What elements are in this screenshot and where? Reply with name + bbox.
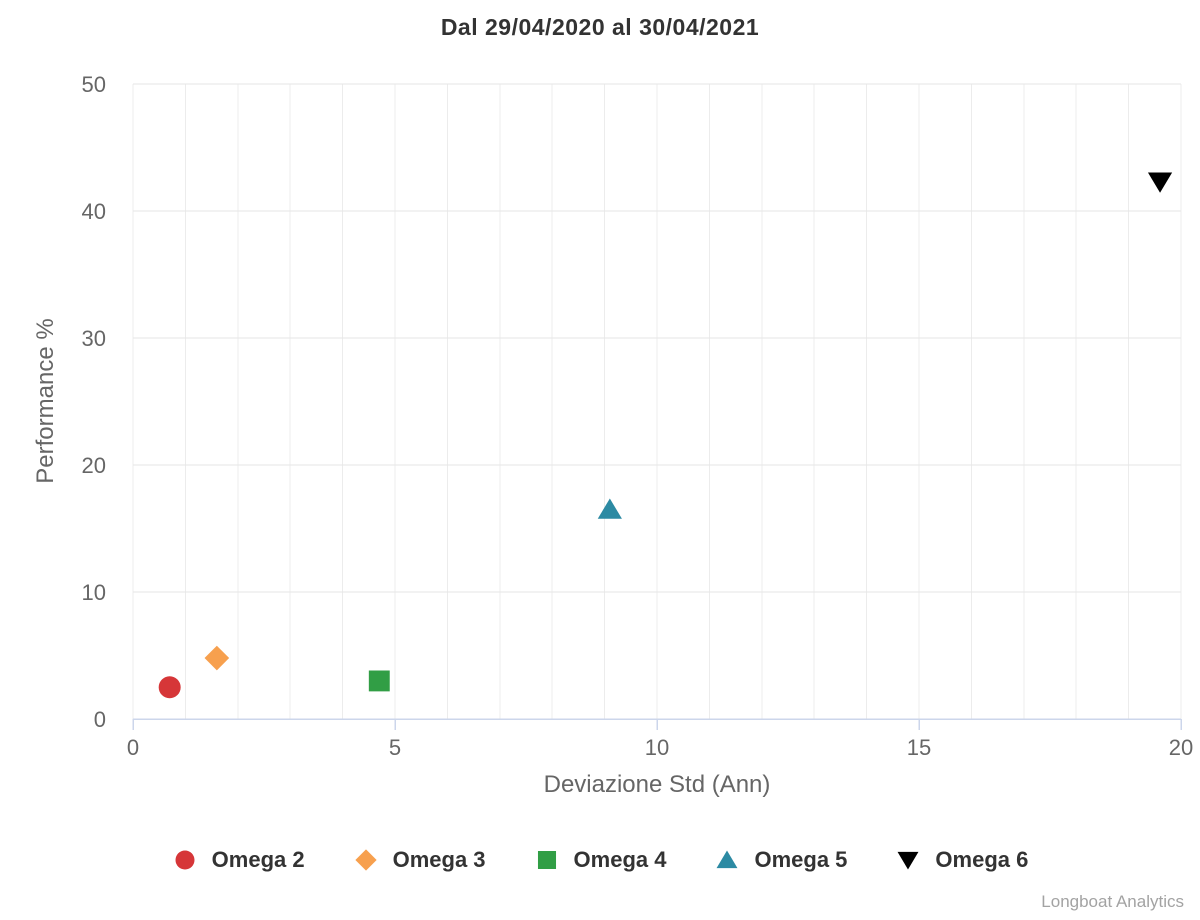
y-tick-label: 30 (82, 326, 106, 351)
y-tick-label: 20 (82, 453, 106, 478)
y-axis-title: Performance % (32, 318, 59, 484)
diamond-legend-marker-icon (354, 849, 377, 871)
y-tick-label: 0 (94, 707, 106, 732)
legend-label: Omega 2 (211, 847, 305, 872)
point-omega-2[interactable] (158, 676, 181, 699)
data-points (158, 172, 1173, 699)
x-minor-gridlines (132, 84, 1182, 719)
x-axis (132, 718, 1182, 730)
x-tick-label: 15 (907, 735, 931, 760)
legend-marker-omega-6 (897, 851, 919, 870)
legend-marker-omega-5 (717, 850, 738, 869)
circle-legend-marker-icon (175, 850, 195, 870)
x-axis-tick-labels: 0 5 10 15 20 (127, 735, 1193, 760)
triangle-up-legend-marker-icon (717, 850, 738, 869)
square-legend-marker-icon (537, 850, 556, 870)
y-tick-label: 40 (82, 199, 106, 224)
legend-marker-omega-3 (354, 849, 377, 871)
x-tick-label: 5 (389, 735, 401, 760)
y-axis-tick-labels: 0 10 20 30 40 50 (82, 72, 106, 732)
y-tick-label: 10 (82, 580, 106, 605)
legend-item-omega-2[interactable]: Omega 2 (172, 847, 305, 873)
x-tick-label: 0 (127, 735, 139, 760)
legend-label: Omega 6 (935, 847, 1029, 872)
x-axis-title: Deviazione Std (Ann) (543, 771, 771, 798)
point-omega-6[interactable] (1147, 172, 1173, 193)
y-tick-label: 50 (82, 72, 106, 97)
x-tick-label: 20 (1169, 735, 1193, 760)
credits-label: Longboat Analytics (1041, 892, 1184, 911)
point-omega-3[interactable] (204, 645, 230, 671)
legend: Omega 2 Omega 3 Omega 4 Omega 5 Omega 6 (0, 838, 1200, 882)
x-tick-label: 10 (645, 735, 669, 760)
triangle-down-legend-marker-icon (897, 851, 919, 870)
legend-marker-omega-4 (537, 850, 556, 870)
legend-label: Omega 4 (573, 847, 667, 872)
legend-item-omega-6[interactable]: Omega 6 (895, 847, 1028, 873)
legend-marker-omega-2 (175, 850, 195, 870)
legend-label: Omega 5 (754, 847, 848, 872)
legend-item-omega-4[interactable]: Omega 4 (534, 847, 667, 873)
chart-title: Dal 29/04/2020 al 30/04/2021 (440, 14, 760, 40)
point-omega-5[interactable] (597, 498, 622, 519)
legend-label: Omega 3 (392, 847, 486, 872)
point-omega-4[interactable] (368, 670, 390, 692)
legend-item-omega-5[interactable]: Omega 5 (714, 847, 847, 873)
legend-item-omega-3[interactable]: Omega 3 (353, 847, 486, 873)
